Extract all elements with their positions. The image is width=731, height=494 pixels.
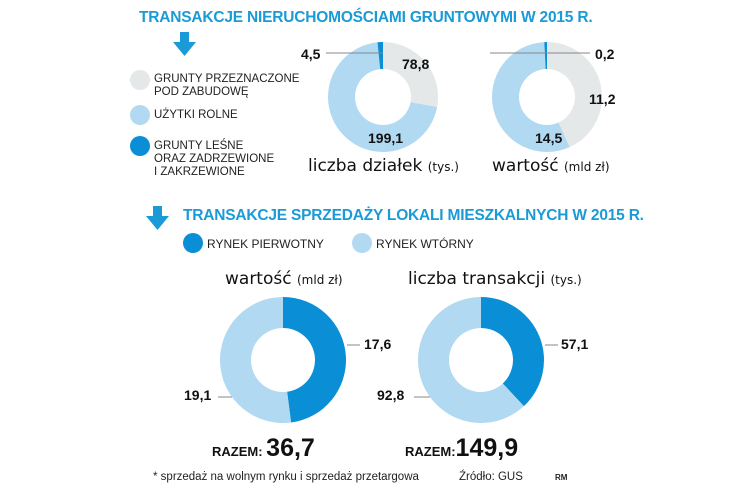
legend-label: GRUNTY PRZEZNACZONE POD ZABUDOWĘ bbox=[154, 73, 299, 99]
section2-title: TRANSAKCJE SPRZEDAŻY LOKALI MIESZKALNYCH… bbox=[183, 207, 644, 224]
legend-line: GRUNTY LEŚNE bbox=[154, 140, 244, 152]
arrow-down-icon bbox=[173, 32, 196, 56]
data-label: 19,1 bbox=[184, 387, 212, 403]
legend-line: ORAZ ZADRZEWIONE bbox=[154, 153, 275, 165]
legend-line: POD ZABUDOWĘ bbox=[154, 86, 249, 98]
chart-title-text: liczba działek bbox=[308, 156, 423, 176]
data-label: 17,6 bbox=[364, 336, 392, 352]
author: RM bbox=[555, 473, 568, 482]
chart-title: liczba transakcji (tys.) bbox=[408, 269, 582, 289]
chart-title: liczba działek (tys.) bbox=[308, 156, 459, 176]
data-label: 11,2 bbox=[589, 91, 616, 107]
data-label: 0,2 bbox=[595, 46, 615, 62]
total-value: 36,7 bbox=[266, 434, 315, 462]
legend-label: RYNEK WTÓRNY bbox=[376, 237, 474, 251]
legend-label: RYNEK PIERWOTNY bbox=[207, 237, 324, 251]
chart-title: wartość (mld zł) bbox=[225, 269, 343, 289]
legend-swatch-dark bbox=[183, 233, 203, 253]
legend-label: UŻYTKI ROLNE bbox=[154, 109, 238, 122]
chart-title-text: wartość bbox=[225, 269, 292, 289]
data-label: 14,5 bbox=[535, 130, 563, 146]
donut-slice bbox=[547, 42, 602, 148]
legend-line: UŻYTKI ROLNE bbox=[154, 109, 238, 121]
donut-slice bbox=[328, 42, 438, 153]
section1-title: TRANSAKCJE NIERUCHOMOŚCIAMI GRUNTOWYMI W… bbox=[139, 9, 593, 26]
total-value: 149,9 bbox=[455, 434, 519, 462]
data-label: 92,8 bbox=[377, 387, 405, 403]
legend-swatch-light bbox=[130, 105, 150, 125]
total-label: RAZEM: 36,7 bbox=[212, 434, 315, 463]
chart-title: wartość (mld zł) bbox=[492, 156, 610, 176]
donut-slice bbox=[418, 297, 524, 423]
chart-unit: (mld zł) bbox=[564, 160, 610, 174]
data-label: 4,5 bbox=[301, 46, 321, 62]
chart-title-text: wartość bbox=[492, 156, 559, 176]
donut-slice bbox=[283, 297, 347, 423]
chart-unit: (tys.) bbox=[427, 160, 459, 174]
arrow-down-icon bbox=[146, 206, 169, 230]
donut-slice bbox=[491, 42, 570, 152]
data-label: 78,8 bbox=[402, 56, 430, 72]
data-label: 57,1 bbox=[561, 336, 589, 352]
chart-title-text: liczba transakcji bbox=[408, 269, 546, 289]
chart-unit: (tys.) bbox=[550, 273, 582, 287]
donut-slice bbox=[481, 297, 545, 407]
donut-slice bbox=[383, 42, 438, 107]
data-label: 199,1 bbox=[368, 130, 404, 146]
legend-swatch-light bbox=[352, 233, 372, 253]
footnote: * sprzedaż na wolnym rynku i sprzedaż pr… bbox=[153, 471, 419, 483]
legend-swatch-gray bbox=[130, 70, 150, 90]
legend-label: GRUNTY LEŚNE ORAZ ZADRZEWIONE I ZAKRZEWI… bbox=[154, 140, 274, 179]
legend-swatch-dark bbox=[130, 136, 150, 156]
donut-slice bbox=[544, 42, 547, 70]
legend-line: I ZAKRZEWIONE bbox=[154, 166, 245, 178]
donut-slice bbox=[377, 42, 383, 70]
donut-slice bbox=[220, 297, 292, 423]
total-caption: RAZEM: bbox=[212, 444, 263, 459]
chart-unit: (mld zł) bbox=[297, 273, 343, 287]
total-caption: RAZEM: bbox=[405, 444, 456, 459]
total-label: RAZEM:149,9 bbox=[405, 434, 518, 463]
source: Źródło: GUS bbox=[459, 471, 523, 483]
legend-line: GRUNTY PRZEZNACZONE bbox=[154, 73, 300, 85]
